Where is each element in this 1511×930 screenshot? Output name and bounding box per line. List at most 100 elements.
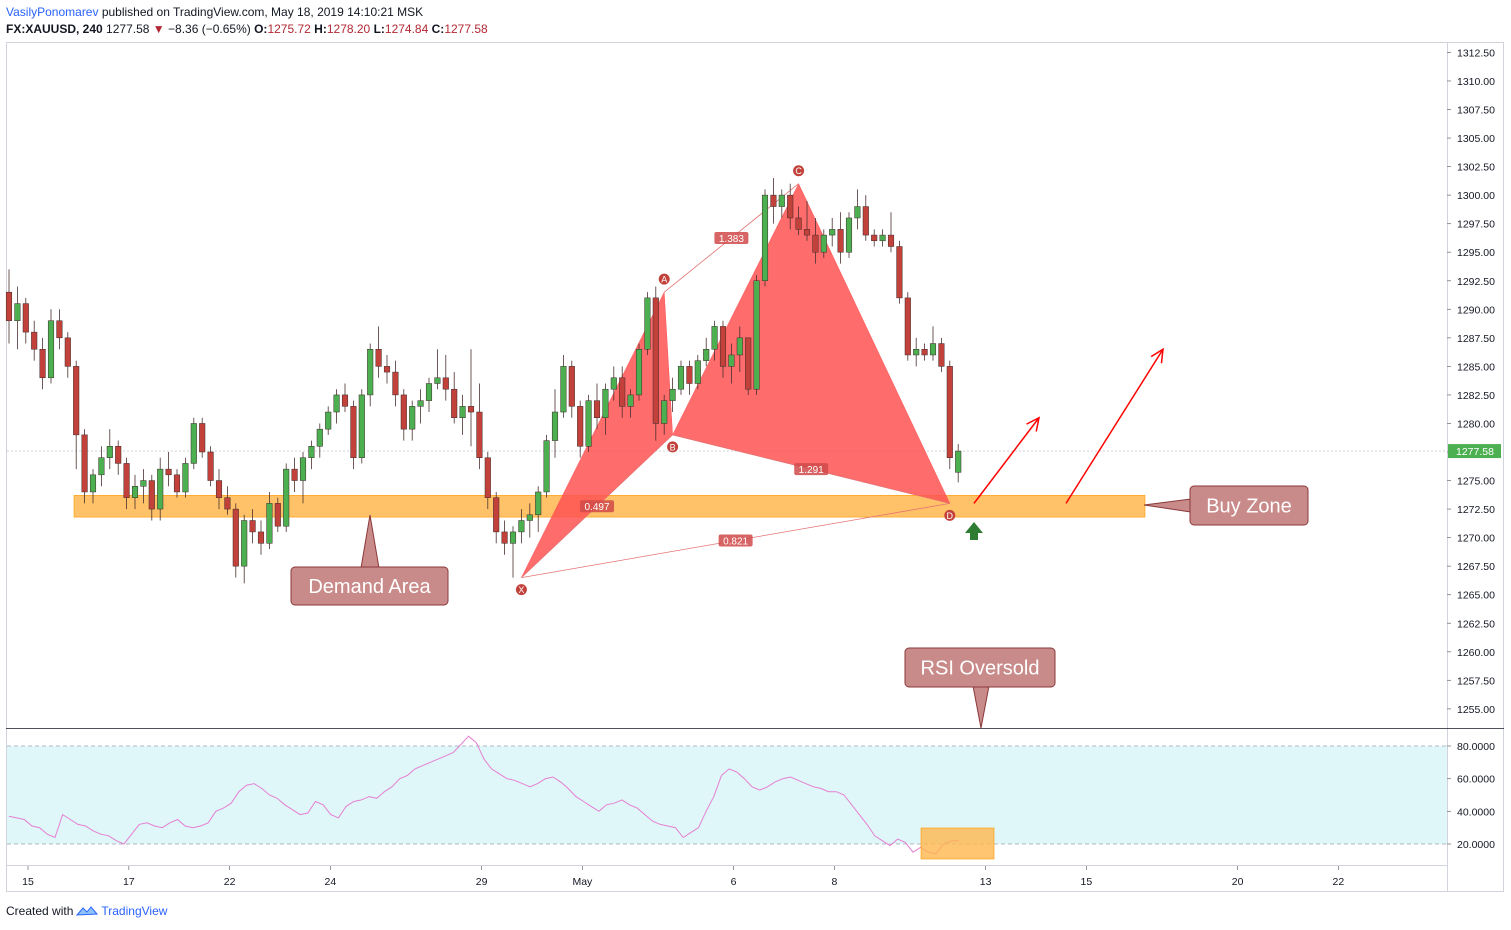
candle-body bbox=[728, 354, 735, 367]
rsi-oversold-callout-pointer bbox=[972, 685, 990, 729]
price-tick-label: 1260.00 bbox=[1457, 647, 1495, 659]
low-label: L: bbox=[373, 22, 385, 36]
buy-up-arrow-icon bbox=[965, 522, 983, 540]
candle-body bbox=[913, 349, 920, 356]
price-tick-label: 1290.00 bbox=[1457, 304, 1495, 316]
rsi-oversold-callout-box bbox=[904, 647, 1056, 688]
candle-body bbox=[241, 520, 248, 567]
candle-body bbox=[47, 320, 55, 379]
rsi-tick-label: 60.0000 bbox=[1457, 774, 1495, 786]
chart-header: VasilyPonomarev published on TradingView… bbox=[6, 4, 488, 38]
candle-body bbox=[871, 234, 878, 242]
candle-body bbox=[148, 480, 155, 510]
candle-body bbox=[644, 297, 651, 350]
price-tick-label: 1295.00 bbox=[1457, 247, 1495, 259]
price-tick-label: 1282.50 bbox=[1457, 390, 1495, 402]
candle-body bbox=[711, 326, 718, 350]
price-tick-label: 1262.50 bbox=[1457, 618, 1495, 630]
candle-body bbox=[501, 531, 508, 544]
candle-body bbox=[434, 377, 441, 384]
last-price-badge bbox=[1448, 444, 1501, 459]
candle-body bbox=[266, 503, 273, 544]
candle-body bbox=[887, 234, 895, 247]
close-label: C: bbox=[431, 22, 445, 36]
time-tick-label: 8 bbox=[831, 876, 837, 888]
candle-body bbox=[199, 423, 206, 453]
candle-body bbox=[98, 457, 105, 476]
candle-body bbox=[568, 366, 575, 407]
candle-body bbox=[946, 366, 953, 458]
ratio-label-ac: 1.383 bbox=[719, 234, 744, 245]
point-label-c: C bbox=[795, 166, 802, 176]
candle-body bbox=[921, 349, 928, 356]
rsi-pane bbox=[7, 450, 1447, 845]
candle-body bbox=[173, 474, 181, 493]
buy-zone-callout-pointer bbox=[1143, 498, 1192, 513]
price-tick-label: 1285.00 bbox=[1457, 361, 1495, 373]
candle-body bbox=[232, 508, 239, 567]
point-label-b: B bbox=[670, 442, 676, 452]
point-marker-c bbox=[793, 165, 805, 177]
candle-body bbox=[123, 463, 130, 498]
candle-body bbox=[929, 343, 937, 356]
last-price-badge-label: 1277.58 bbox=[1456, 446, 1494, 458]
candle-body bbox=[425, 383, 433, 401]
rsi-tick-label: 80.0000 bbox=[1457, 741, 1495, 753]
time-tick-label: 15 bbox=[1081, 876, 1093, 888]
candle-body bbox=[39, 349, 46, 379]
price-tick-label: 1255.00 bbox=[1457, 704, 1495, 716]
candle-body bbox=[417, 400, 424, 407]
candle-body bbox=[845, 217, 853, 253]
buy-zone-callout-text: Buy Zone bbox=[1206, 496, 1292, 518]
rsi-oversold-box bbox=[920, 827, 995, 860]
high-label: H: bbox=[314, 22, 327, 36]
candle-body bbox=[14, 303, 21, 321]
candle-body bbox=[358, 394, 365, 458]
candle-body bbox=[736, 337, 743, 356]
ratio-box-ac bbox=[714, 231, 749, 244]
candle-body bbox=[467, 406, 475, 413]
time-tick-label: 20 bbox=[1232, 876, 1244, 888]
time-axis: 15 17 22 24 29 May 6 8 13 15 20 22 bbox=[22, 866, 1344, 888]
candle-body bbox=[73, 366, 80, 436]
candle-body bbox=[476, 411, 483, 458]
candle-body bbox=[442, 377, 449, 390]
point-marker-b bbox=[667, 441, 679, 453]
price-tick-label: 1302.50 bbox=[1457, 162, 1495, 174]
price-tick-label: 1272.50 bbox=[1457, 504, 1495, 516]
point-marker-x bbox=[515, 584, 527, 596]
candle-body bbox=[677, 366, 685, 390]
candle-body bbox=[409, 406, 416, 430]
tradingview-brand[interactable]: TradingView bbox=[101, 904, 168, 918]
time-tick-label: May bbox=[572, 876, 593, 888]
candle-body bbox=[820, 234, 827, 253]
price-tick-label: 1287.50 bbox=[1457, 333, 1495, 345]
high-value: 1278.20 bbox=[326, 22, 371, 36]
candle-body bbox=[131, 486, 139, 498]
candle-body bbox=[89, 474, 97, 493]
candle-body bbox=[509, 531, 517, 544]
point-label-a: A bbox=[661, 275, 667, 285]
candle-body bbox=[812, 234, 819, 253]
chart-frame bbox=[6, 42, 1504, 892]
price-tick-label: 1312.50 bbox=[1457, 47, 1495, 59]
point-label-x: X bbox=[518, 585, 524, 595]
buy-zone-callout-box bbox=[1189, 485, 1309, 526]
close-value: 1277.58 bbox=[444, 22, 488, 36]
candle-body bbox=[249, 520, 256, 533]
candle-body bbox=[619, 377, 626, 407]
last-price: 1277.58 bbox=[106, 22, 150, 36]
author-link[interactable]: VasilyPonomarev bbox=[6, 5, 99, 19]
candle-body bbox=[719, 326, 727, 367]
candle-body bbox=[854, 206, 861, 219]
candle-body bbox=[333, 394, 340, 413]
candle-body bbox=[535, 491, 542, 516]
rsi-line bbox=[8, 735, 959, 855]
candle-body bbox=[182, 463, 189, 493]
candle-body bbox=[283, 468, 290, 527]
ratio-box-xd bbox=[718, 534, 753, 547]
candle-body bbox=[64, 337, 71, 367]
candle-body bbox=[451, 388, 458, 419]
candles-layer bbox=[5, 178, 962, 584]
